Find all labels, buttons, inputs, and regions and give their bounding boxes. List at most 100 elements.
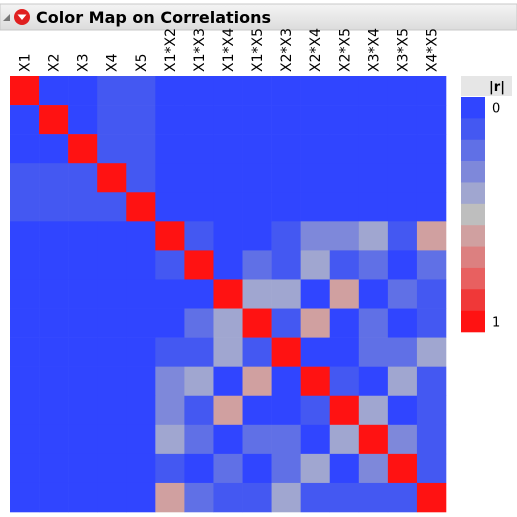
heatmap-cell bbox=[329, 221, 360, 251]
heatmap-cell bbox=[300, 221, 331, 251]
heatmap-cell bbox=[97, 163, 127, 193]
heatmap-cell bbox=[155, 250, 185, 280]
heatmap-cell bbox=[358, 192, 389, 222]
heatmap-cell bbox=[184, 76, 214, 106]
heatmap-cell bbox=[387, 482, 418, 513]
legend-swatch bbox=[461, 139, 485, 162]
heatmap-cell bbox=[155, 279, 185, 309]
heatmap-cell bbox=[155, 395, 185, 426]
heatmap-cell bbox=[10, 134, 40, 164]
heatmap-cell bbox=[358, 76, 389, 106]
heatmap-cell bbox=[213, 163, 243, 193]
heatmap-cell bbox=[358, 163, 389, 193]
heatmap-cell bbox=[358, 395, 389, 426]
heatmap-cell bbox=[10, 337, 40, 367]
heatmap-cell bbox=[213, 105, 243, 135]
legend-tick-label: 0 bbox=[492, 102, 500, 117]
heatmap-cell bbox=[300, 105, 331, 135]
heatmap-cell bbox=[39, 337, 69, 367]
heatmap-cell bbox=[416, 192, 447, 222]
heatmap-cell bbox=[300, 453, 331, 484]
heatmap-cell bbox=[39, 192, 69, 222]
heatmap-cell bbox=[300, 395, 331, 426]
legend-tick-label: 1 bbox=[492, 315, 500, 330]
heatmap-cell bbox=[387, 105, 418, 135]
heatmap-cell bbox=[271, 221, 301, 251]
heatmap-cell bbox=[39, 453, 69, 484]
heatmap-cell bbox=[329, 453, 360, 484]
heatmap-cell bbox=[242, 424, 272, 455]
heatmap-cell bbox=[184, 279, 214, 309]
legend-swatch bbox=[461, 310, 485, 333]
heatmap-cell bbox=[416, 163, 447, 193]
heatmap-cell bbox=[271, 76, 301, 106]
heatmap-cell bbox=[126, 221, 156, 251]
heatmap-cell bbox=[358, 482, 389, 513]
heatmap-cell bbox=[242, 221, 272, 251]
column-label: X1*X5 bbox=[250, 28, 266, 72]
heatmap-cell bbox=[271, 105, 301, 135]
disclosure-icon[interactable] bbox=[3, 14, 10, 21]
heatmap-cell bbox=[300, 308, 331, 338]
heatmap-cell bbox=[416, 279, 447, 309]
heatmap-cell bbox=[213, 250, 243, 280]
heatmap-cell bbox=[387, 250, 418, 280]
heatmap-cell bbox=[416, 337, 447, 367]
heatmap-cell bbox=[387, 424, 418, 455]
heatmap-cell bbox=[300, 134, 331, 164]
heatmap-cell bbox=[271, 366, 301, 397]
heatmap-cell bbox=[10, 395, 40, 426]
heatmap-cell bbox=[416, 221, 447, 251]
heatmap-cell bbox=[242, 482, 272, 513]
legend-swatch bbox=[461, 161, 485, 183]
heatmap-cell bbox=[184, 250, 214, 280]
heatmap-cell bbox=[213, 424, 243, 455]
heatmap-cell bbox=[271, 308, 301, 338]
heatmap-cell bbox=[329, 424, 360, 455]
heatmap-cell bbox=[10, 221, 40, 251]
column-label: X2 bbox=[47, 54, 63, 73]
heatmap-cell bbox=[242, 337, 272, 367]
heatmap-cell bbox=[213, 76, 243, 106]
heatmap-cell bbox=[155, 76, 185, 106]
heatmap-cell bbox=[387, 221, 418, 251]
heatmap-cell bbox=[68, 482, 98, 513]
heatmap-cell bbox=[416, 134, 447, 164]
heatmap-cell bbox=[184, 453, 214, 484]
heatmap-cell bbox=[213, 279, 243, 309]
legend-swatch bbox=[461, 182, 485, 205]
heatmap-cell bbox=[329, 482, 360, 513]
heatmap-cell bbox=[184, 395, 214, 426]
heatmap-cell bbox=[358, 221, 389, 251]
heatmap-cell bbox=[68, 279, 98, 309]
heatmap-cell bbox=[329, 337, 360, 367]
heatmap-cell bbox=[155, 105, 185, 135]
heatmap-cell bbox=[126, 105, 156, 135]
heatmap-cell bbox=[155, 192, 185, 222]
heatmap-cell bbox=[10, 482, 40, 513]
heatmap-cell bbox=[416, 250, 447, 280]
heatmap-cell bbox=[97, 337, 127, 367]
heatmap-cell bbox=[10, 279, 40, 309]
heatmap-cell bbox=[68, 76, 98, 106]
heatmap-cell bbox=[329, 308, 360, 338]
heatmap-cell bbox=[97, 453, 127, 484]
heatmap-cell bbox=[387, 279, 418, 309]
heatmap-cell bbox=[329, 76, 360, 106]
heatmap-cell bbox=[97, 395, 127, 426]
header-bar bbox=[0, 3, 517, 31]
heatmap-cell bbox=[97, 250, 127, 280]
heatmap-cell bbox=[10, 163, 40, 193]
heatmap-cell bbox=[10, 76, 40, 106]
heatmap-cell bbox=[184, 221, 214, 251]
heatmap-cell bbox=[184, 337, 214, 367]
heatmap-cell bbox=[271, 482, 301, 513]
heatmap-cell bbox=[39, 395, 69, 426]
heatmap-cell bbox=[416, 308, 447, 338]
heatmap-cell bbox=[68, 395, 98, 426]
heatmap-cell bbox=[184, 134, 214, 164]
column-label: X1 bbox=[18, 54, 34, 73]
heatmap-cell bbox=[68, 337, 98, 367]
heatmap-cell bbox=[387, 76, 418, 106]
heatmap-cell bbox=[300, 424, 331, 455]
